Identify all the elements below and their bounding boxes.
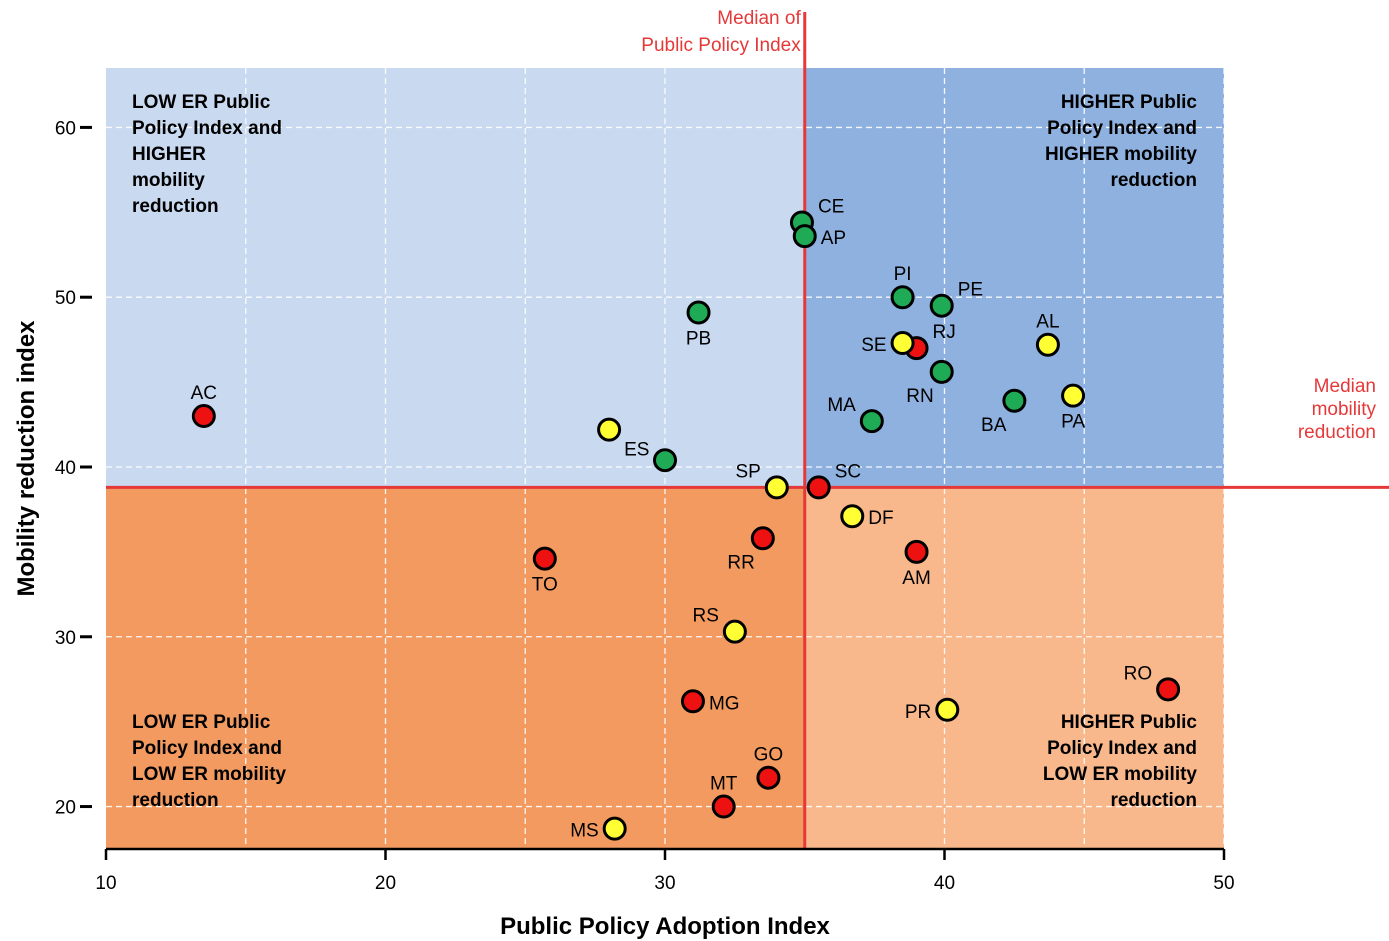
- data-point: [764, 475, 789, 500]
- quadrant-label-bottom-right: reduction: [1110, 790, 1197, 811]
- point-label: RO: [1124, 663, 1153, 684]
- median-y-label: Median: [1314, 376, 1376, 397]
- data-point: [722, 619, 747, 644]
- point-label: AM: [902, 568, 931, 589]
- quadrant-label-top-left: HIGHER: [132, 144, 206, 165]
- data-point: [935, 697, 960, 722]
- x-tick-label: 40: [934, 873, 955, 894]
- point-label: BA: [981, 415, 1007, 436]
- data-point: [191, 404, 216, 429]
- point-label: SC: [835, 461, 861, 482]
- quadrant-label-top-left: LOW ER Public: [132, 92, 271, 113]
- point-label: GO: [754, 745, 784, 766]
- point-label: PA: [1061, 412, 1085, 433]
- point-label: ES: [624, 440, 649, 461]
- data-point: [806, 475, 831, 500]
- x-tick-label: 30: [654, 873, 675, 894]
- y-tick-label: 50: [55, 288, 76, 309]
- data-point: [1156, 677, 1181, 702]
- median-y-label: mobility: [1312, 399, 1377, 420]
- point-label: RR: [727, 552, 754, 573]
- point-label: MA: [827, 395, 856, 416]
- data-point: [929, 359, 954, 384]
- data-point: [890, 331, 915, 356]
- quadrant-label-bottom-right: LOW ER mobility: [1043, 764, 1198, 785]
- point-label: AP: [821, 228, 846, 249]
- point-label: AL: [1036, 312, 1059, 333]
- quadrant-label-bottom-left: Policy Index and: [132, 738, 282, 759]
- data-point: [904, 539, 929, 564]
- quadrant-label-bottom-right: Policy Index and: [1047, 738, 1197, 759]
- point-label: RS: [692, 606, 718, 627]
- point-label: SP: [735, 461, 760, 482]
- point-label: RN: [906, 386, 933, 407]
- point-label: PE: [958, 280, 983, 301]
- point-label: MT: [710, 774, 738, 795]
- point-label: CE: [818, 197, 844, 218]
- quadrant-label-top-left: mobility: [132, 170, 205, 191]
- point-label: MG: [709, 693, 740, 714]
- x-tick-label: 50: [1213, 873, 1234, 894]
- quadrant-bottom-left: [106, 487, 805, 849]
- y-tick-label: 40: [55, 458, 76, 479]
- quadrant-label-top-right: Policy Index and: [1047, 118, 1197, 139]
- data-point: [1002, 388, 1027, 413]
- point-label: TO: [532, 575, 558, 596]
- quadrant-backgrounds: [106, 68, 1224, 849]
- point-label: DF: [868, 508, 893, 529]
- quadrant-label-top-right: HIGHER Public: [1061, 92, 1198, 113]
- data-point: [859, 409, 884, 434]
- point-label: PR: [905, 702, 931, 723]
- quadrant-label-bottom-left: LOW ER Public: [132, 712, 271, 733]
- median-x-label: Median of: [717, 8, 801, 29]
- quadrant-label-bottom-right: HIGHER Public: [1061, 712, 1198, 733]
- quadrant-top-left: [106, 68, 805, 488]
- data-point: [756, 765, 781, 790]
- quadrant-label-bottom-left: reduction: [132, 790, 219, 811]
- point-label: MS: [570, 821, 599, 842]
- data-point: [840, 504, 865, 529]
- x-tick-label: 20: [375, 873, 396, 894]
- point-label: PI: [894, 264, 912, 285]
- point-label: RJ: [933, 322, 956, 343]
- median-x-label: Public Policy Index: [641, 35, 801, 56]
- quadrant-label-top-right: reduction: [1110, 170, 1197, 191]
- quadrant-label-top-right: HIGHER mobility: [1045, 144, 1197, 165]
- quadrant-label-top-left: reduction: [132, 196, 219, 217]
- data-point: [1035, 332, 1060, 357]
- data-point: [532, 546, 557, 571]
- quadrant-labels: LOW ER Public Policy Index and HIGHER mobil…: [132, 92, 1197, 811]
- point-label: AC: [191, 383, 217, 404]
- data-point: [597, 417, 622, 442]
- point-label: SE: [861, 335, 886, 356]
- y-tick-label: 20: [55, 798, 76, 819]
- y-axis-title: Mobility reduction index: [13, 320, 40, 597]
- axes: 10 20 30 40 50 20 30 40 50 60: [55, 118, 1235, 894]
- y-tick-label: 30: [55, 628, 76, 649]
- data-point: [890, 285, 915, 310]
- data-point: [929, 293, 954, 318]
- quadrant-label-top-left: Policy Index and: [132, 118, 282, 139]
- data-point: [653, 448, 677, 473]
- data-point: [792, 224, 817, 249]
- median-y-label: reduction: [1298, 422, 1376, 443]
- quadrant-label-bottom-left: LOW ER mobility: [132, 764, 287, 785]
- data-point: [750, 526, 775, 551]
- x-tick-label: 10: [95, 873, 116, 894]
- x-axis-title: Public Policy Adoption Index: [500, 913, 830, 940]
- data-point: [1061, 383, 1086, 408]
- point-label: PB: [686, 328, 711, 349]
- data-point: [602, 816, 627, 841]
- y-tick-label: 60: [55, 118, 76, 139]
- quadrant-bottom-right: [804, 487, 1224, 849]
- data-point: [686, 300, 711, 325]
- data-point: [711, 794, 736, 819]
- data-point: [680, 689, 705, 714]
